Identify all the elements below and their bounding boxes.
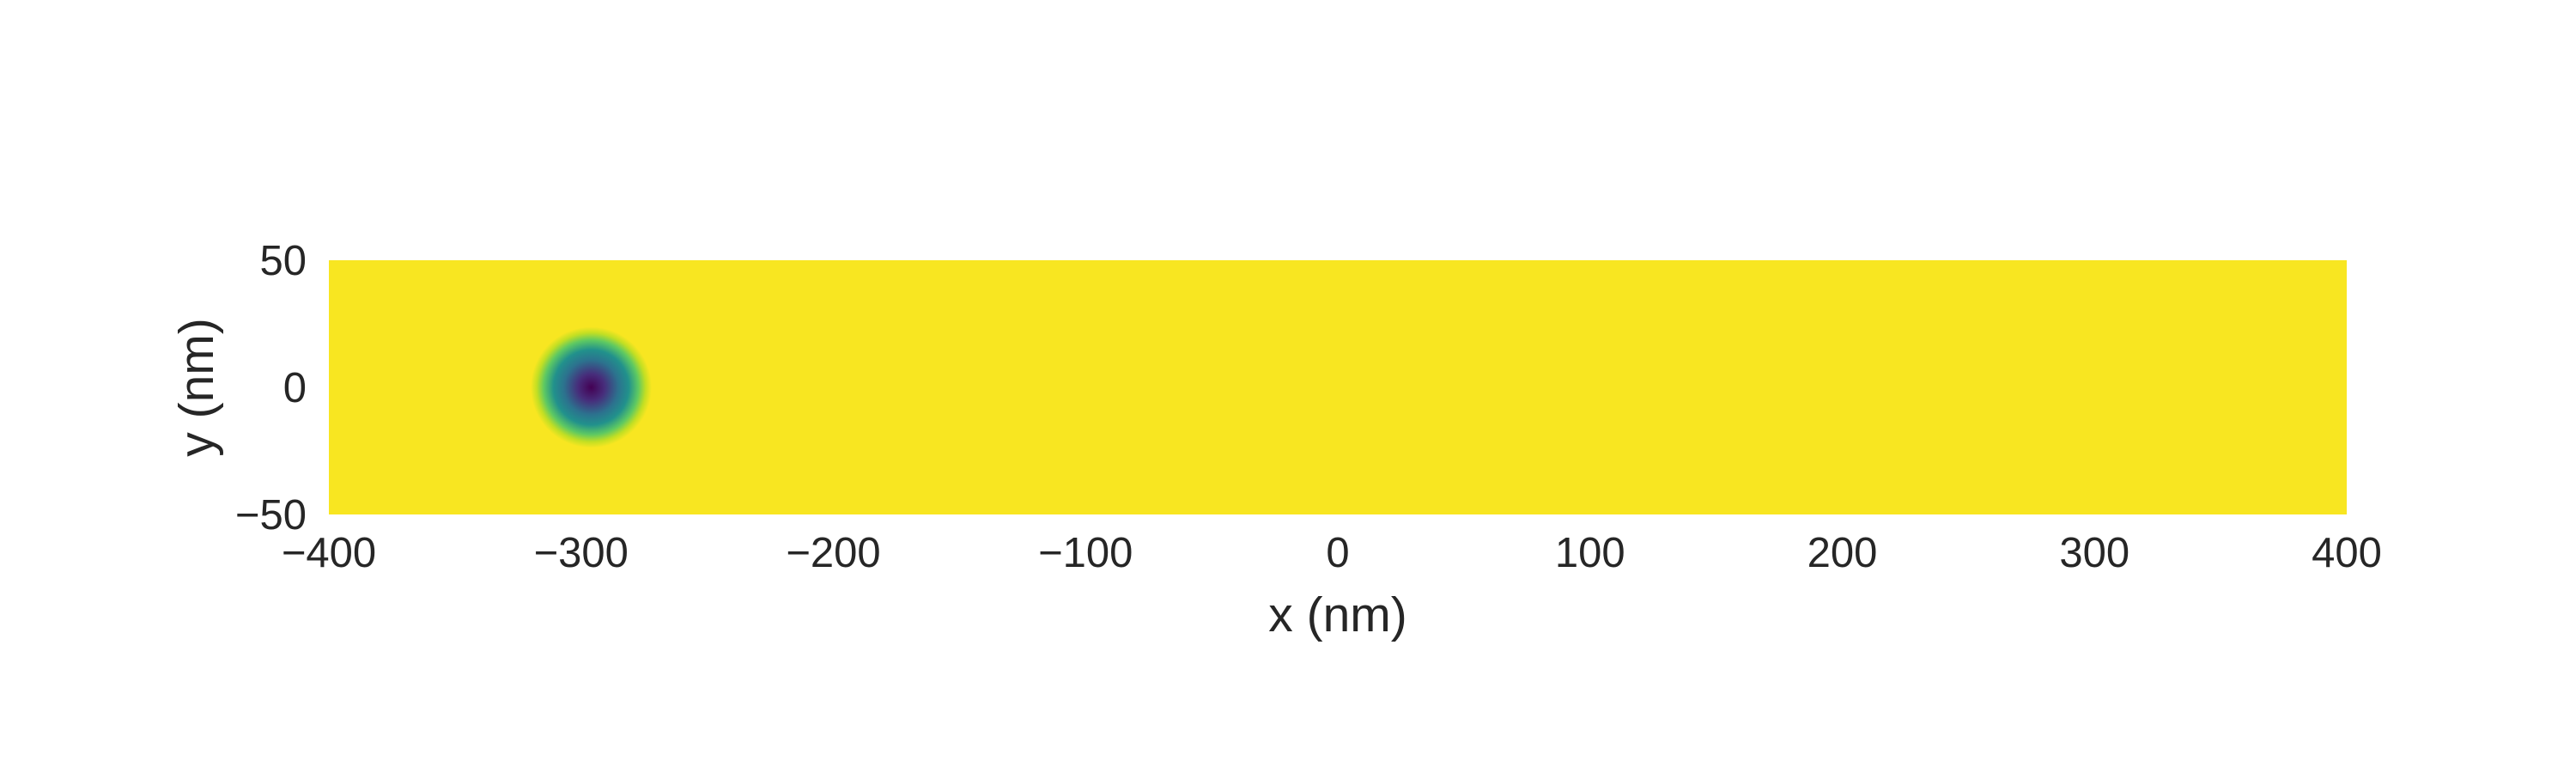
x-tick-label: −100 (1038, 530, 1133, 576)
y-tick-label: 50 (259, 238, 307, 284)
x-axis-label: x (nm) (1268, 587, 1406, 642)
x-tick-label: 100 (1555, 530, 1625, 576)
y-axis-ticks: −50 0 50 (235, 238, 307, 539)
y-axis-label: y (nm) (169, 318, 224, 456)
x-tick-label: −200 (786, 530, 880, 576)
heatmap-background (329, 260, 2347, 514)
x-axis-ticks: −400 −300 −200 −100 0 100 200 300 400 (282, 530, 2382, 576)
heatmap-dip-0 (531, 326, 652, 448)
x-tick-label: −300 (534, 530, 629, 576)
y-tick-label: 0 (283, 365, 307, 411)
x-tick-label: 0 (1326, 530, 1349, 576)
x-tick-label: 200 (1807, 530, 1878, 576)
x-tick-label: 400 (2312, 530, 2382, 576)
y-tick-label: −50 (235, 492, 307, 539)
x-tick-label: 300 (2059, 530, 2129, 576)
x-tick-label: −400 (282, 530, 376, 576)
heatmap-features (531, 326, 652, 448)
